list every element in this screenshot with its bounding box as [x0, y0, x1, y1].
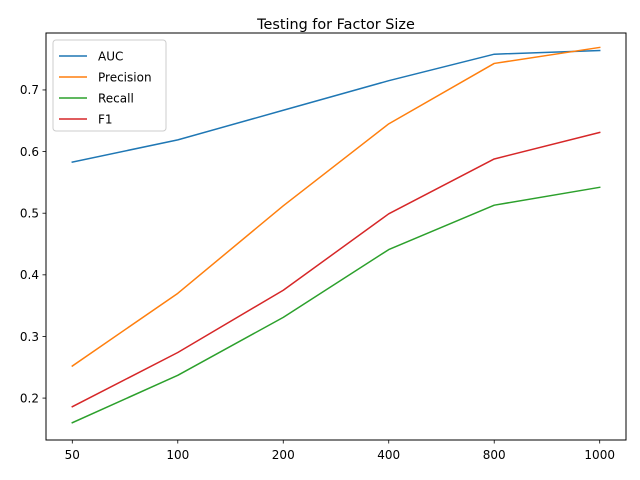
- series-line-f1: [71, 131, 601, 408]
- legend-label-f1: F1: [98, 112, 113, 126]
- legend-label-precision: Precision: [98, 70, 152, 84]
- series-line-auc: [71, 49, 601, 163]
- x-tick-label: 100: [166, 448, 189, 462]
- y-axis: 0.2 0.3 0.4 0.5 0.6 0.7: [20, 83, 46, 405]
- x-tick-label: 1000: [584, 448, 615, 462]
- series-line-precision: [71, 46, 601, 368]
- plot-frame: [45, 32, 627, 441]
- y-tick-label: 0.2: [20, 391, 39, 405]
- series-line-recall: [71, 186, 601, 424]
- legend-box: [52, 39, 167, 132]
- legend-label-recall: Recall: [98, 91, 134, 105]
- y-tick-label: 0.6: [20, 145, 39, 159]
- y-tick-label: 0.5: [20, 207, 39, 221]
- x-axis: 50 100 200 400 800 1000: [65, 440, 615, 462]
- x-tick-label: 800: [483, 448, 506, 462]
- legend-label-auc: AUC: [98, 49, 123, 63]
- x-tick-label: 400: [377, 448, 400, 462]
- y-tick-label: 0.7: [20, 83, 39, 97]
- chart-title: Testing for Factor Size: [256, 17, 415, 33]
- x-tick-label: 200: [272, 448, 295, 462]
- series-layer: [71, 46, 601, 424]
- y-tick-label: 0.4: [20, 268, 39, 282]
- x-tick-label: 50: [65, 448, 80, 462]
- legend: AUC Precision Recall F1: [52, 39, 167, 132]
- y-tick-label: 0.3: [20, 330, 39, 344]
